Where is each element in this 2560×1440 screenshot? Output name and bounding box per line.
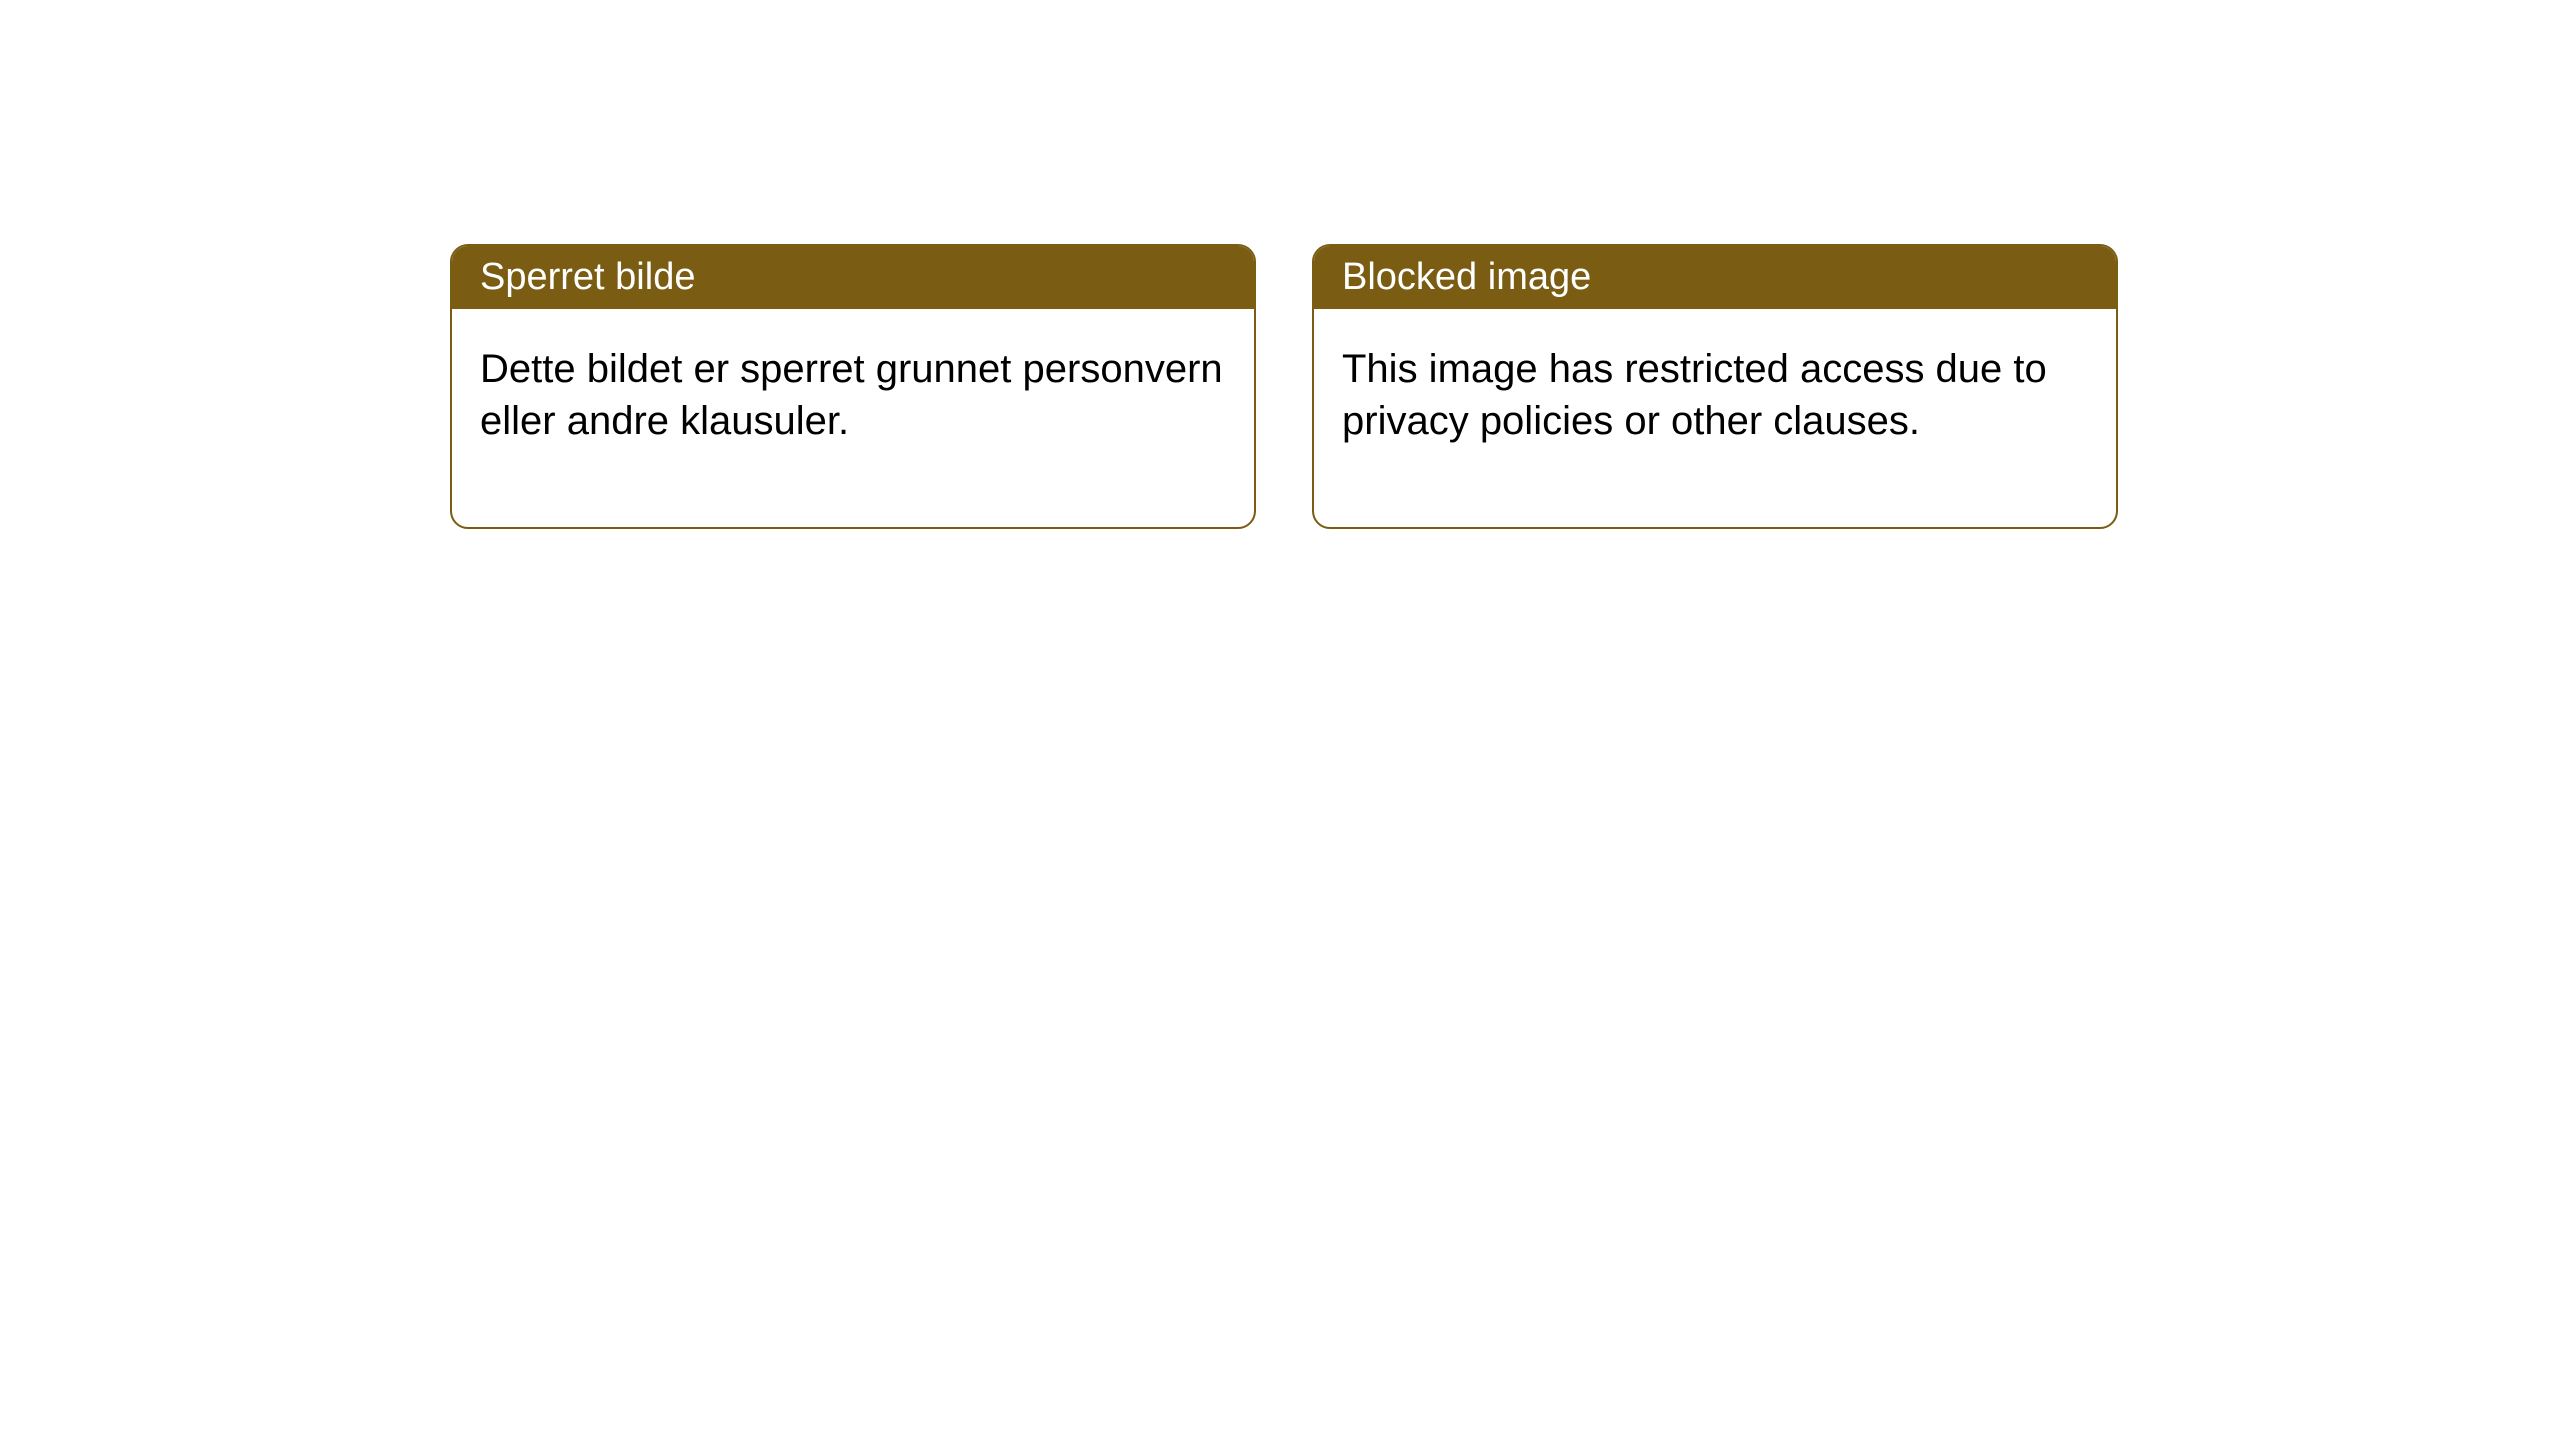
notice-card-norwegian: Sperret bilde Dette bildet er sperret gr… [450, 244, 1256, 529]
notice-container: Sperret bilde Dette bildet er sperret gr… [0, 0, 2560, 529]
notice-title-english: Blocked image [1314, 246, 2116, 309]
notice-body-norwegian: Dette bildet er sperret grunnet personve… [452, 309, 1254, 527]
notice-card-english: Blocked image This image has restricted … [1312, 244, 2118, 529]
notice-title-norwegian: Sperret bilde [452, 246, 1254, 309]
notice-body-english: This image has restricted access due to … [1314, 309, 2116, 527]
